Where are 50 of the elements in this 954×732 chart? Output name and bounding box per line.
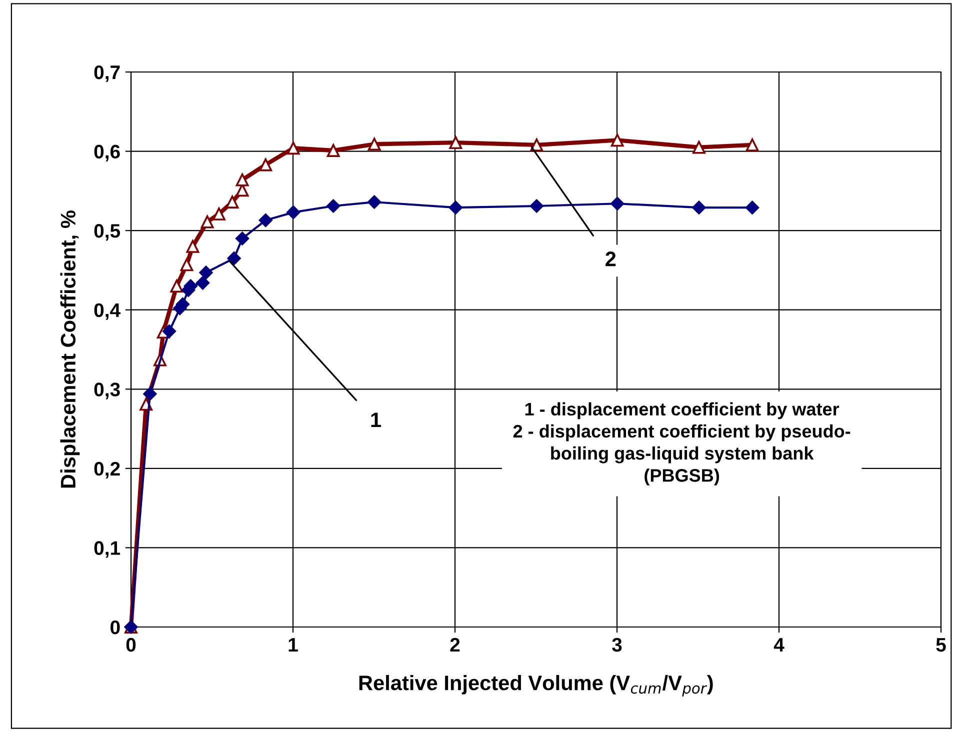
y-tick-label: 0 [110,620,120,634]
point [212,207,226,220]
point [530,199,544,213]
point [530,138,544,152]
point [368,138,381,151]
y-tick-label: 0,6 [94,144,120,162]
x-axis-title: Relative Injected Volume (V$_{cum}$/V$_{por}$) [359,674,713,697]
point [448,200,462,214]
point [200,215,214,228]
point [326,144,340,157]
y-tick-label: 0,5 [94,224,120,241]
y-tick-label: 0,4 [94,303,120,320]
point [746,138,759,152]
text: 2 [606,252,616,266]
point [368,195,382,209]
x-tick-label: 1 [288,638,298,652]
point [692,140,706,154]
point [258,213,272,228]
point [227,252,241,266]
x-tick-label: 0 [126,638,136,652]
point [226,196,239,208]
x-tick-label: 2 [450,638,460,652]
point [236,173,249,186]
point [199,266,213,280]
point [235,232,250,246]
y-tick-label: 0,3 [94,382,120,400]
point [162,324,176,338]
x-tick-label: 5 [936,638,946,652]
point [180,258,194,272]
point [745,200,760,214]
point [326,199,340,213]
point [186,240,200,253]
point [286,142,300,155]
point [286,206,300,220]
point [449,136,462,150]
annotation: 1 - displacement coefficient by water 2 - displacement coefficient by pseudo- boiling gas-liquid system bank (PBGSB) [513,402,850,486]
y-axis-title: Displacement Coefficient, % [60,210,80,488]
point [196,276,210,290]
y-tick-label: 0,7 [94,65,120,82]
point [610,134,624,147]
y-tick-label: 0,1 [94,541,120,558]
point [610,196,624,210]
point [143,387,157,401]
point [692,200,706,214]
point [259,158,272,172]
x-tick-label: 3 [612,638,622,652]
x-tick-label: 4 [774,638,784,652]
point [170,280,184,293]
text: 1 [371,412,381,428]
y-tick-label: 0,2 [94,462,120,478]
